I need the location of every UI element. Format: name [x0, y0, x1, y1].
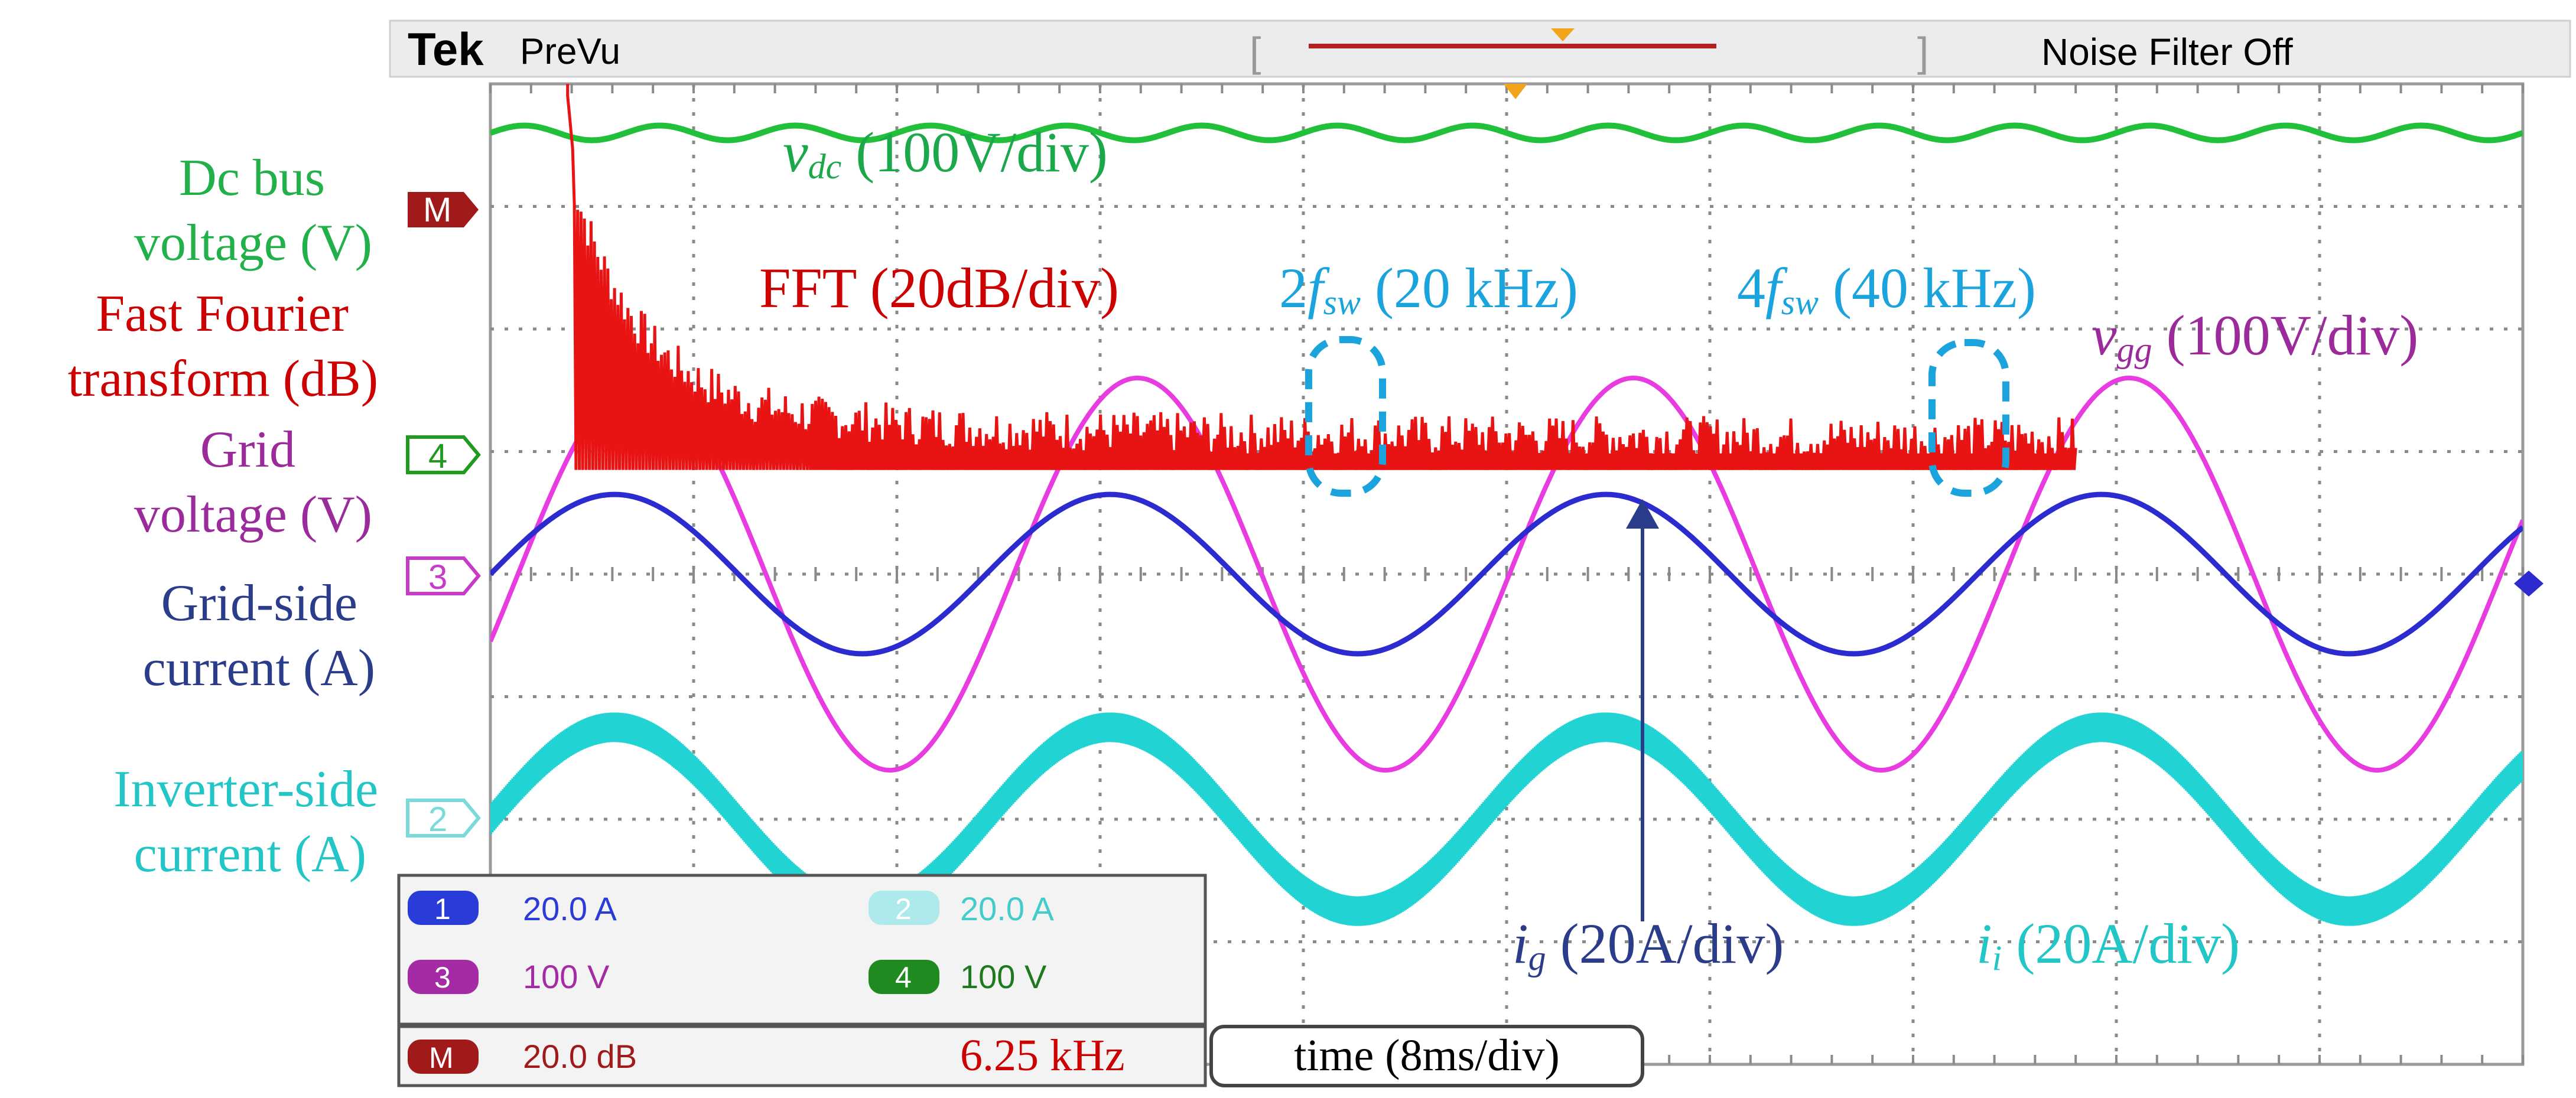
svg-text:3: 3 [434, 961, 451, 994]
channel-marker-math: M [408, 191, 479, 229]
scope-header: Tek PreVu [ ] Noise Filter Off [389, 19, 2571, 78]
ch1-scale-value: 20.0 A [523, 890, 617, 927]
label-grid-current-line2: current (A) [143, 640, 375, 697]
svg-text:M: M [429, 1041, 454, 1074]
svg-text:4: 4 [428, 437, 447, 475]
bracket-right: ] [1917, 29, 1928, 75]
grid-voltage-trace [490, 376, 2523, 773]
svg-text:M: M [423, 191, 451, 229]
annotation-ig: ig (20A/div) [1513, 912, 1784, 978]
channel-marker-4: 4 [406, 435, 481, 475]
ig-arrow-head-icon [1626, 499, 1659, 529]
channel-readout-panel: 1 20.0 A 2 20.0 A 3 100 V 4 100 V [397, 874, 1207, 1026]
label-inverter-current-line1: Inverter-side [113, 761, 378, 818]
label-grid-voltage-line2: voltage (V) [134, 486, 372, 543]
dc-bus-voltage-trace [490, 122, 2523, 144]
mode-label: PreVu [520, 31, 620, 72]
ch2-badge [869, 891, 939, 925]
svg-text:3: 3 [428, 558, 447, 597]
annotation-vgg: vgg (100V/div) [2092, 304, 2418, 369]
math-badge [408, 1040, 479, 1074]
ch3-badge [408, 960, 479, 994]
label-inverter-current-line2: current (A) [134, 826, 366, 883]
label-fft-line2: transform (dB) [68, 350, 378, 408]
annotation-fft: FFT (20dB/div) [759, 256, 1119, 320]
fft-noise-floor [809, 453, 2076, 470]
graticule [489, 84, 2524, 1064]
annotation-2fsw: 2fsw (20 kHz) [1279, 256, 1578, 322]
bracket-left: [ [1250, 29, 1261, 75]
ch3-scale-value: 100 V [523, 958, 610, 995]
highlight-2fsw-oval [1305, 336, 1386, 497]
math-readout-panel: M 20.0 dB 6.25 kHz [397, 1025, 1207, 1087]
annotation-vdc: vdc (100V/div) [783, 120, 1108, 186]
label-fft-line1: Fast Fourier [96, 285, 349, 343]
label-dc-bus-line1: Dc bus [179, 149, 325, 207]
math-scale-value: 20.0 dB [523, 1038, 637, 1075]
ch2-scale-value: 20.0 A [960, 890, 1054, 927]
label-grid-current-line1: Grid-side [161, 575, 357, 632]
svg-text:2: 2 [428, 800, 447, 839]
highlight-4fsw-oval [1928, 339, 2009, 497]
annotation-ii: ii (20A/div) [1976, 912, 2240, 978]
grid-side-current-trace [490, 491, 2523, 657]
time-scale-box: time (8ms/div) [1209, 1025, 1644, 1087]
label-dc-bus-line2: voltage (V) [134, 214, 372, 272]
ch4-badge [869, 960, 939, 994]
ch4-scale-value: 100 V [960, 958, 1047, 995]
svg-text:4: 4 [895, 961, 912, 994]
svg-text:2: 2 [895, 892, 912, 926]
label-grid-voltage-line1: Grid [200, 421, 295, 478]
trigger-position-icon [1551, 28, 1575, 41]
math-span-value: 6.25 kHz [960, 1031, 1125, 1080]
channel-marker-3: 3 [406, 556, 481, 597]
svg-text:time (8ms/div): time (8ms/div) [1294, 1031, 1560, 1080]
channel-marker-2: 2 [406, 799, 481, 839]
svg-text:1: 1 [434, 892, 451, 926]
grid-side-current-end-marker-icon [2514, 571, 2544, 597]
brand-label: Tek [408, 23, 484, 75]
ch1-badge [408, 891, 479, 925]
noise-filter-label: Noise Filter Off [2041, 31, 2293, 73]
trigger-time-marker-icon [1504, 84, 1527, 99]
